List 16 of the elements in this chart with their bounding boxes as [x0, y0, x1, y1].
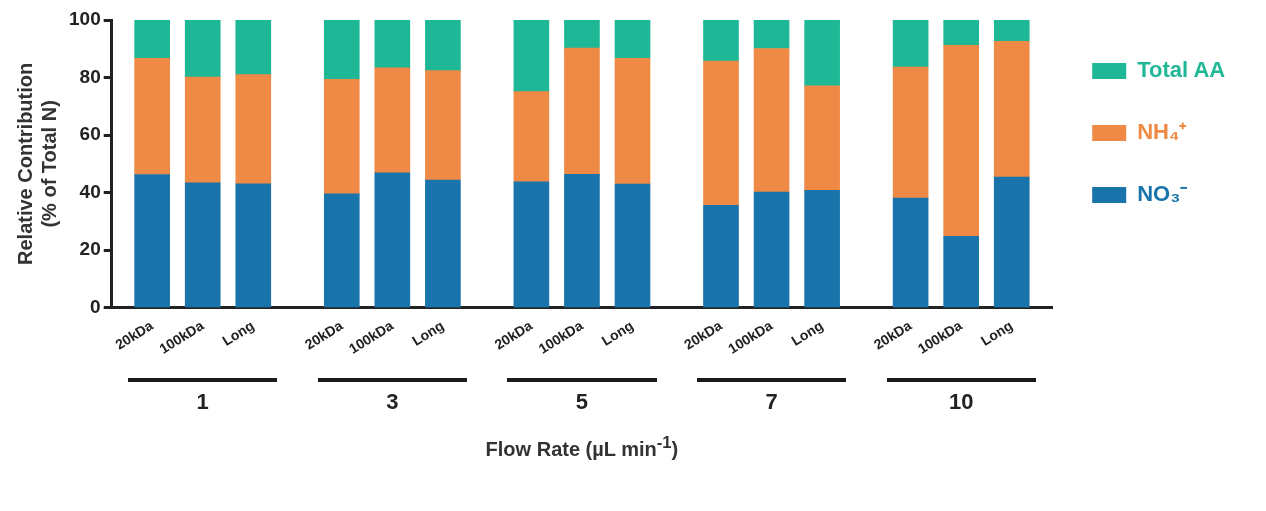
text: 3	[386, 388, 399, 414]
y-tick-label: 20	[79, 238, 101, 260]
text: 10	[948, 388, 974, 414]
text: 7	[765, 388, 778, 414]
y-axis-title: Relative Contribution (% of Total N)	[13, 62, 60, 265]
x-axis-title: Flow Rate (µL min$^{-1}$)	[484, 432, 680, 461]
legend-label: Total AA	[1137, 57, 1226, 83]
legend-label: NO₃⁻	[1137, 181, 1189, 207]
y-tick-label: 60	[79, 123, 101, 145]
legend-label: NH₄⁺	[1137, 119, 1188, 145]
y-tick-label: 100	[69, 8, 101, 30]
y-tick-label: 40	[79, 180, 101, 202]
text: 5	[575, 388, 589, 414]
y-tick-label: 80	[79, 65, 101, 87]
y-tick-label: 0	[90, 296, 101, 317]
text: 1	[196, 388, 209, 414]
